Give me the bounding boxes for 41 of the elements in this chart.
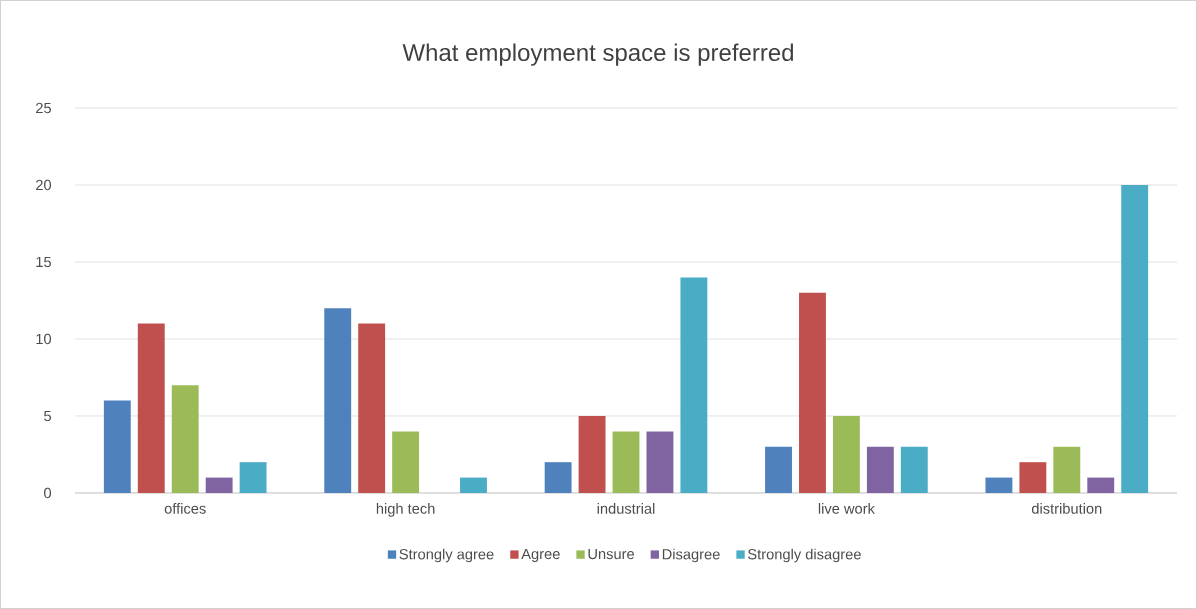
bar — [358, 323, 386, 493]
bar — [171, 385, 199, 493]
legend-label: Disagree — [662, 548, 720, 563]
legend-label: Unsure — [588, 548, 634, 560]
legend-label: Strongly disagree — [748, 548, 861, 563]
bar — [324, 308, 352, 493]
bar — [900, 446, 928, 493]
chart-title: What employment space is preferred — [402, 43, 793, 66]
x-tick-label: high tech — [376, 503, 435, 517]
bar — [1053, 446, 1081, 493]
bar — [205, 477, 233, 493]
bar — [646, 431, 674, 493]
x-tick-label: offices — [164, 503, 206, 514]
bar — [985, 477, 1013, 493]
bar — [866, 446, 894, 493]
bar — [1019, 462, 1047, 493]
bar — [460, 477, 487, 493]
y-tick-label: 15 — [36, 256, 51, 268]
bar — [1121, 184, 1149, 493]
bar — [799, 292, 826, 493]
y-tick-label: 10 — [36, 333, 52, 345]
bar — [239, 462, 267, 493]
bar — [137, 323, 165, 493]
y-tick-label: 25 — [36, 102, 51, 114]
bar — [544, 462, 572, 493]
bar — [103, 400, 131, 493]
x-tick-label: live work — [818, 503, 875, 514]
bar — [832, 415, 860, 493]
bar — [612, 431, 640, 493]
x-tick-label: distribution — [1031, 503, 1102, 514]
bar — [765, 446, 792, 493]
legend-label: Agree — [521, 548, 560, 563]
legend-label: Strongly agree — [399, 548, 494, 563]
bar — [392, 431, 420, 493]
y-tick-label: 0 — [44, 487, 52, 499]
bar — [680, 277, 708, 493]
x-tick-label: industrial — [597, 503, 655, 514]
y-tick-label: 5 — [44, 410, 51, 422]
y-tick-label: 20 — [36, 179, 52, 191]
bar — [1087, 477, 1115, 493]
bar — [578, 415, 606, 493]
